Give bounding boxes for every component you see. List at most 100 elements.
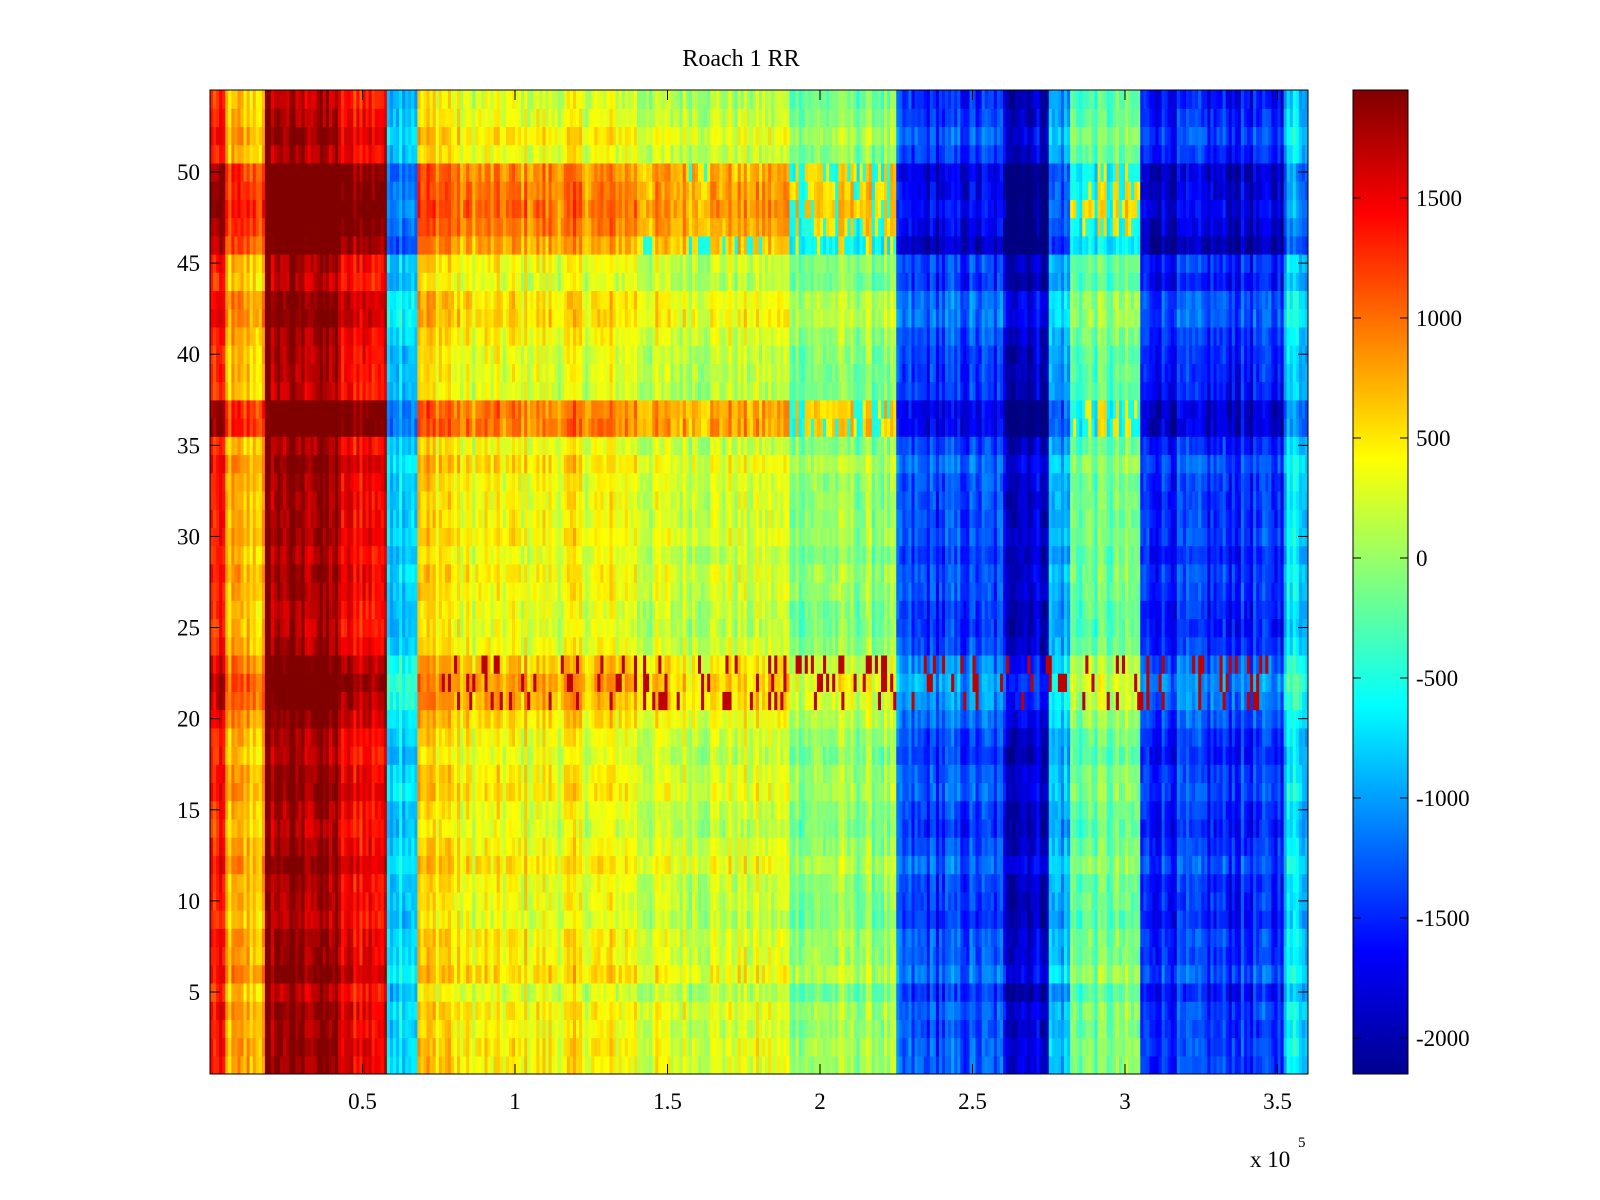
- heat-cell: [813, 1001, 818, 1020]
- heat-cell: [667, 1055, 672, 1074]
- heat-cell: [469, 1037, 473, 1057]
- heat-cell: [588, 982, 592, 1002]
- heat-cell: [777, 928, 781, 948]
- heat-cell: [762, 964, 766, 984]
- heat-cell: [386, 1019, 391, 1039]
- heat-cell: [493, 1019, 498, 1039]
- heat-cell: [658, 1001, 662, 1020]
- heat-cell: [210, 1019, 214, 1039]
- heat-cell: [655, 964, 659, 984]
- heat-cell: [957, 946, 961, 966]
- heat-cell: [1146, 964, 1150, 984]
- heat-cell: [1289, 964, 1294, 984]
- heat-cell: [1125, 1001, 1129, 1020]
- heat-cell: [1012, 1019, 1016, 1039]
- heat-cell: [432, 1001, 437, 1020]
- heat-cell: [737, 1055, 742, 1074]
- heat-cell: [1054, 964, 1059, 984]
- heat-cell: [899, 964, 903, 984]
- heat-cell: [1265, 1001, 1269, 1020]
- heat-cell: [633, 1019, 638, 1039]
- heat-cell: [271, 964, 275, 984]
- heat-cell: [539, 928, 544, 948]
- heat-cell: [798, 964, 803, 984]
- heat-cell: [386, 1055, 391, 1074]
- heat-cell: [353, 1037, 357, 1057]
- heat-cell: [780, 1037, 784, 1057]
- heat-cell: [1225, 1037, 1230, 1057]
- heat-cell: [850, 1037, 855, 1057]
- heat-cell: [1039, 946, 1044, 966]
- heat-cell: [1234, 964, 1239, 984]
- heat-cell: [829, 1019, 833, 1039]
- heat-cell: [417, 946, 422, 966]
- heat-cell: [624, 1001, 629, 1020]
- heat-cell: [319, 1037, 324, 1057]
- heat-cell: [832, 946, 836, 966]
- heat-cell: [859, 1055, 864, 1074]
- heat-cell: [475, 1037, 479, 1057]
- heat-cell: [1161, 1019, 1166, 1039]
- heat-cell: [405, 982, 409, 1002]
- heat-cell: [298, 928, 303, 948]
- heat-cell: [969, 1037, 974, 1057]
- heat-cell: [545, 1055, 550, 1074]
- heat-cell: [469, 928, 473, 948]
- heat-cell: [1167, 1001, 1172, 1020]
- heat-cell: [347, 1037, 351, 1057]
- heat-cell: [1301, 964, 1306, 984]
- heat-cell: [545, 982, 550, 1002]
- heat-cell: [1192, 982, 1196, 1002]
- heat-cell: [722, 946, 727, 966]
- heat-cell: [289, 928, 293, 948]
- heat-cell: [264, 1001, 269, 1020]
- heat-cell: [533, 982, 537, 1002]
- heat-cell: [969, 946, 974, 966]
- heat-cell: [771, 946, 775, 966]
- heat-cell: [643, 946, 647, 966]
- heat-cell: [795, 946, 800, 966]
- heat-cell: [1295, 1001, 1300, 1020]
- heat-cell: [1067, 1055, 1071, 1074]
- heat-cell: [835, 982, 839, 1002]
- heat-cell: [249, 964, 254, 984]
- heat-cell: [670, 964, 675, 984]
- heat-cell: [1262, 1019, 1266, 1039]
- heat-cell: [792, 1037, 797, 1057]
- heat-cell: [676, 1037, 681, 1057]
- heat-cell: [1015, 964, 1019, 984]
- heat-cell: [896, 964, 900, 984]
- heat-cell: [957, 982, 961, 1002]
- heat-cell: [1137, 964, 1141, 984]
- heat-cell: [496, 928, 501, 948]
- heat-cell: [454, 1055, 458, 1074]
- heat-cell: [856, 964, 861, 984]
- heat-cell: [310, 1001, 315, 1020]
- heat-cell: [441, 1037, 446, 1057]
- heat-cell: [484, 982, 489, 1002]
- heat-cell: [414, 1001, 418, 1020]
- heat-cell: [1274, 982, 1279, 1002]
- heat-cell: [591, 928, 595, 948]
- heat-cell: [508, 982, 513, 1002]
- heat-cell: [951, 964, 955, 984]
- heat-cell: [1298, 1055, 1303, 1074]
- heat-cell: [600, 964, 605, 984]
- heat-cell: [505, 1001, 510, 1020]
- heat-cell: [801, 1001, 806, 1020]
- heat-cell: [627, 1037, 632, 1057]
- heat-cell: [457, 964, 461, 984]
- heat-cell: [380, 1055, 385, 1074]
- heat-cell: [557, 1055, 562, 1074]
- heat-cell: [874, 1019, 879, 1039]
- heat-cell: [1161, 1037, 1166, 1057]
- heat-cell: [493, 982, 498, 1002]
- heat-cell: [576, 928, 580, 948]
- heat-cell: [762, 1037, 766, 1057]
- heat-cell: [499, 1055, 504, 1074]
- heat-cell: [335, 964, 339, 984]
- heat-cell: [505, 946, 510, 966]
- heat-cell: [386, 928, 391, 948]
- heat-cell: [374, 1019, 379, 1039]
- heat-cell: [795, 1037, 800, 1057]
